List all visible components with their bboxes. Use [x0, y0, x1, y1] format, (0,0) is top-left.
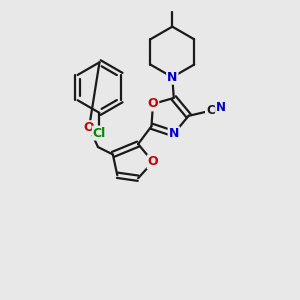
Text: N: N	[216, 101, 226, 114]
Text: O: O	[84, 121, 94, 134]
Text: O: O	[148, 98, 158, 110]
Text: N: N	[167, 71, 178, 84]
Text: O: O	[148, 155, 158, 168]
Text: Cl: Cl	[93, 127, 106, 140]
Text: N: N	[169, 127, 179, 140]
Text: C: C	[206, 104, 215, 117]
